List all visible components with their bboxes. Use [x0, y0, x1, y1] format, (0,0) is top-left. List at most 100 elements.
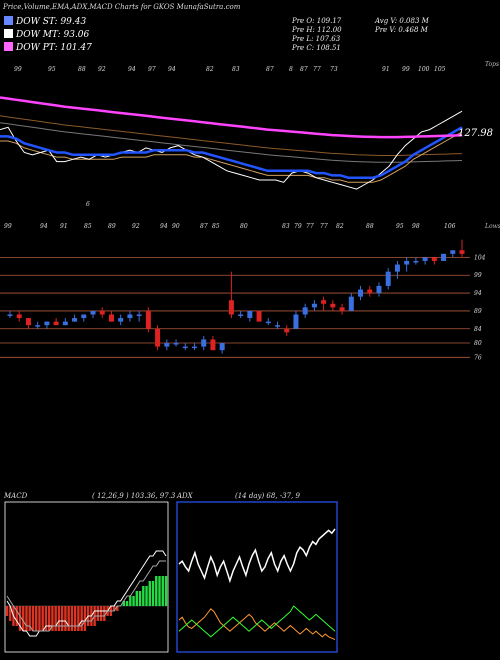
candle-body — [145, 310, 151, 329]
mid-label: 6 — [86, 201, 90, 208]
candle-body — [108, 314, 114, 322]
top-label: 105 — [434, 66, 446, 73]
top-label: 73 — [330, 66, 338, 73]
low-label: 92 — [132, 223, 140, 230]
indicator-dow-pt: DOW PT: 101.47 — [4, 42, 92, 53]
low-label: 83 — [282, 223, 290, 230]
macd-histogram-bar — [138, 591, 142, 606]
macd-histogram-bar — [103, 606, 106, 621]
candle-body — [321, 300, 327, 304]
candle-body — [284, 328, 290, 333]
top-label: 88 — [78, 66, 86, 73]
candle-body — [164, 343, 170, 347]
macd-histogram-bar — [28, 606, 31, 631]
macd-chart: MACD ( 12,26,9 ) 103.36, 97.3, 6.06 — [3, 492, 175, 653]
candle-body — [182, 346, 188, 349]
indicator-dow-mt: DOW MT: 93.06 — [4, 29, 89, 40]
macd-title: MACD — [3, 492, 28, 500]
prev-volume: Pre V: 0.468 M — [375, 26, 428, 34]
prev-close: Pre C: 108.51 — [292, 44, 341, 52]
adx-title: ADX — [176, 492, 194, 500]
macd-histogram-bar — [135, 591, 138, 606]
low-label: 98 — [412, 223, 420, 230]
top-label: 87 — [266, 66, 274, 73]
candle-body — [90, 310, 96, 315]
low-label: 87 — [200, 223, 208, 230]
candle-body — [394, 264, 400, 272]
candle-body — [238, 314, 244, 316]
candle-body — [358, 289, 364, 297]
swatch-icon — [4, 29, 13, 38]
top-label: 100 — [418, 66, 430, 73]
candle-body — [25, 318, 31, 326]
candle-body — [35, 325, 41, 327]
ema-series-line-1 — [0, 126, 463, 179]
macd-histogram-bar — [96, 606, 100, 621]
macd-histogram-bar — [112, 606, 116, 611]
indicator-dow-st: DOW ST: 99.43 — [4, 16, 86, 27]
candle-body — [339, 307, 345, 311]
price-tick-label: 104 — [474, 254, 486, 261]
adx-line-2 — [178, 605, 336, 638]
swatch-icon — [4, 42, 13, 51]
candle-body — [413, 260, 419, 263]
macd-histogram-bar — [77, 606, 80, 631]
low-label: 79 — [294, 223, 302, 230]
low-label: 94 — [160, 223, 168, 230]
macd-histogram-bar — [161, 576, 164, 606]
candle-body — [385, 271, 391, 286]
candle-body — [441, 253, 447, 261]
candle-body — [330, 303, 336, 308]
candle-body — [228, 300, 234, 315]
macd-histogram-bar — [5, 606, 9, 616]
tops-tag: Tops — [485, 61, 499, 68]
macd-histogram-bar — [25, 606, 28, 631]
price-tick-label: 80 — [474, 340, 482, 347]
macd-histogram-bar — [145, 586, 148, 606]
price-candle-chart: Lows 99 94 91 85 89 92 94 90 87 85 80 83 79 77 77 82 88 95… — [0, 223, 500, 361]
ema-mid-orange-line — [0, 131, 463, 183]
macd-histogram-bar — [57, 606, 61, 631]
candle-body — [256, 310, 262, 322]
macd-histogram-bar — [31, 606, 35, 631]
macd-params: ( 12,26,9 ) 103.36, 97.3, 6.06 — [92, 492, 175, 500]
macd-histogram-bar — [73, 606, 77, 631]
prev-open: Pre O: 109.17 — [292, 17, 342, 25]
macd-histogram-bar — [44, 606, 48, 631]
candle-body — [219, 343, 225, 351]
macd-histogram-bar — [70, 606, 74, 631]
ema-chart: 127.98 Tops 99 95 88 92 94 97 94 82 83 87 8 87 77 73 91 9… — [0, 61, 499, 208]
macd-histogram-bar — [142, 586, 145, 606]
adx-line-0 — [178, 528, 336, 584]
price-tick-label: 76 — [474, 354, 482, 361]
low-label: 77 — [320, 223, 328, 230]
candle-body — [191, 346, 197, 349]
macd-histogram-bar — [60, 606, 64, 631]
low-label: 106 — [444, 223, 456, 230]
candle-body — [155, 328, 161, 347]
candle-body — [275, 325, 281, 327]
top-label: 94 — [128, 66, 136, 73]
candle-body — [302, 307, 308, 315]
candle-body — [210, 339, 216, 351]
top-label: 87 — [300, 66, 308, 73]
candle-body — [293, 314, 299, 329]
candle-body — [459, 250, 465, 254]
candle-body — [247, 310, 253, 319]
macd-histogram-bar — [67, 606, 70, 631]
price-tick-label: 89 — [474, 308, 482, 315]
candle-body — [16, 314, 22, 319]
macd-histogram-bar — [64, 606, 67, 631]
candle-body — [81, 314, 87, 319]
chart-title: Price,Volume,EMA,ADX,MACD Charts for GKO… — [3, 3, 241, 11]
macd-histogram-bar — [164, 576, 168, 606]
macd-histogram-bar — [125, 601, 129, 606]
candle-body — [265, 321, 271, 324]
low-label: 95 — [396, 223, 404, 230]
swatch-icon — [4, 16, 13, 25]
top-label: 91 — [382, 66, 390, 73]
top-label: 95 — [48, 66, 56, 73]
top-label: 83 — [232, 66, 240, 73]
indicator-label: DOW PT: 101.47 — [16, 43, 92, 53]
